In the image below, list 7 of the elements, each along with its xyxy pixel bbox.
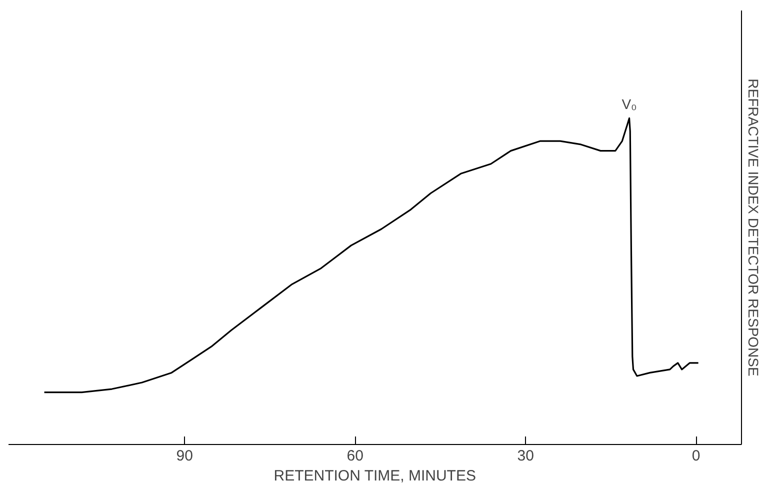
annotation: V₀	[622, 96, 638, 112]
x-tick-label: 0	[692, 448, 700, 464]
x-tick-label: 30	[517, 448, 534, 464]
x-tick-label: 60	[346, 448, 364, 464]
x-tick-label: 90	[176, 448, 193, 464]
y-axis-title: REFRACTIVE INDEX DETECTOR RESPONSE	[746, 78, 762, 376]
x-axis-title: RETENTION TIME, MINUTES	[274, 468, 476, 484]
